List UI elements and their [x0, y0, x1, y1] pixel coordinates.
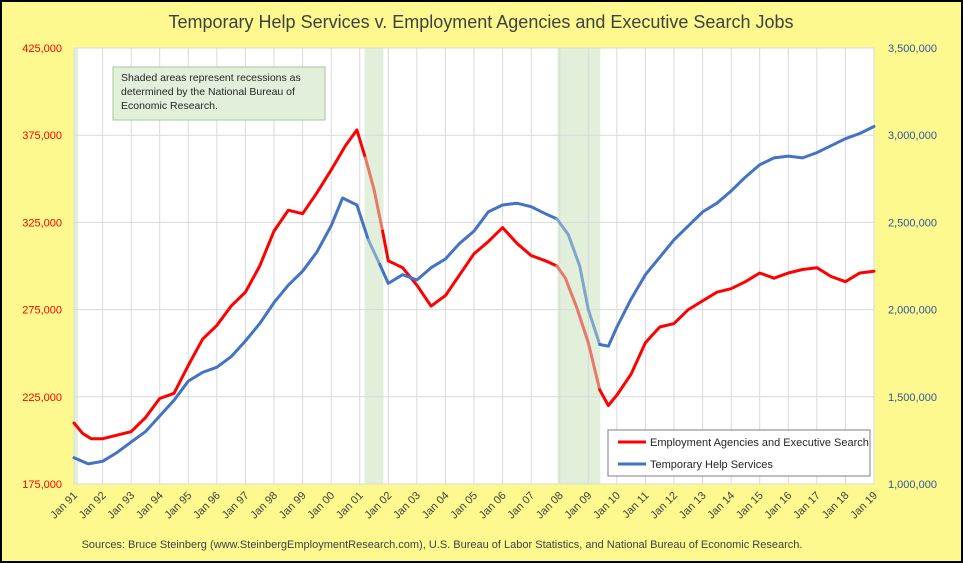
chart-title: Temporary Help Services v. Employment Ag… [169, 12, 794, 32]
gridlines [73, 47, 875, 485]
series-line-employment-agencies-seg-2 [381, 226, 559, 308]
y-left-tick-label: 275,000 [22, 305, 62, 317]
x-tick-label: Jan 94 [134, 490, 166, 522]
x-tick-label: Jan 16 [763, 490, 795, 522]
series-line-temporary-help-seg-2 [378, 201, 559, 285]
x-tick-label: Jan 01 [334, 490, 366, 522]
y-right-tick-label: 3,000,000 [888, 130, 937, 142]
y-left-tick-label: 175,000 [22, 479, 62, 491]
series-line-employment-agencies-seg-4 [598, 266, 876, 407]
legend-label-employment-agencies: Employment Agencies and Executive Search [650, 437, 869, 449]
series-line-temporary-help-seg-1 [366, 238, 382, 266]
y-right-tick-label: 2,500,000 [888, 217, 937, 229]
x-tick-label: Jan 92 [77, 490, 109, 522]
annotation-background [112, 66, 326, 121]
x-tick-label: Jan 15 [734, 490, 766, 522]
y-right-tick-label: 3,500,000 [888, 43, 937, 55]
series-lines [72, 125, 876, 466]
x-tick-label: Jan 13 [677, 490, 709, 522]
series-line-employment-agencies-seg-0 [72, 128, 367, 441]
x-tick-label: Jan 00 [305, 490, 337, 522]
y-right-tick-label: 2,000,000 [888, 305, 937, 317]
annotation-box: Shaded areas represent recessions as det… [112, 66, 326, 121]
x-tick-label: Jan 04 [420, 490, 452, 522]
x-tick-label: Jan 03 [391, 490, 423, 522]
x-tick-label: Jan 08 [534, 490, 566, 522]
x-tick-label: Jan 07 [505, 490, 537, 522]
x-tick-label: Jan 91 [48, 490, 80, 522]
series-line-temporary-help-seg-0 [72, 196, 370, 466]
x-tick-label: Jan 02 [363, 490, 395, 522]
source-footer: Sources: Bruce Steinberg (www.SteinbergE… [82, 539, 803, 551]
series-line-temporary-help-seg-3 [555, 217, 602, 346]
x-tick-label: Jan 14 [705, 490, 737, 522]
x-tick-label: Jan 93 [105, 490, 137, 522]
y-right-tick-label: 1,500,000 [888, 392, 937, 404]
recession-band-1 [364, 48, 384, 484]
x-tick-label: Jan 06 [477, 490, 509, 522]
x-tick-label: Jan 95 [163, 490, 195, 522]
series-line-temporary-help-seg-4 [598, 125, 876, 348]
y-left-tick-label: 225,000 [22, 392, 62, 404]
y-axis-right: 1,000,000 1,500,000 2,000,000 2,500,000 3,00… [888, 43, 937, 491]
legend-label-temporary-help: Temporary Help Services [650, 459, 773, 471]
x-tick-label: Jan 10 [591, 490, 623, 522]
y-right-tick-label: 1,000,000 [888, 479, 937, 491]
x-tick-label: Jan 11 [620, 490, 651, 521]
x-tick-label: Jan 17 [791, 490, 823, 522]
x-tick-label: Jan 18 [820, 490, 852, 522]
x-tick-label: Jan 99 [277, 490, 309, 522]
x-tick-label: Jan 19 [848, 490, 880, 522]
x-tick-label: Jan 97 [220, 490, 252, 522]
y-left-tick-label: 325,000 [22, 217, 62, 229]
legend-box [607, 429, 871, 477]
y-axis-left: 175,000 225,000 275,000 325,000 375,000 425,0… [22, 43, 62, 491]
x-tick-label: Jan 05 [448, 490, 480, 522]
recession-band-1991 [74, 48, 78, 484]
y-left-tick-label: 375,000 [22, 130, 62, 142]
annotation-text: Shaded areas represent recessions as det… [121, 72, 304, 112]
x-tick-label: Jan 96 [191, 490, 223, 522]
series-line-employment-agencies-seg-3 [555, 264, 602, 392]
legend: Employment Agencies and Executive Search… [607, 429, 871, 477]
series-line-employment-agencies-seg-1 [363, 156, 385, 233]
y-left-tick-label: 425,000 [22, 43, 62, 55]
x-tick-label: Jan 09 [563, 490, 595, 522]
x-tick-label: Jan 12 [648, 490, 680, 522]
x-tick-label: Jan 98 [248, 490, 280, 522]
